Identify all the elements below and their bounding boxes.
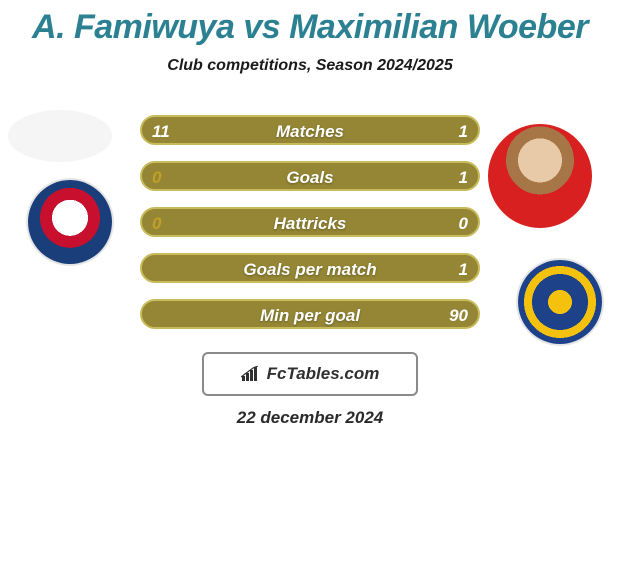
stat-bar: Goals per match1 bbox=[140, 253, 480, 283]
stat-label: Hattricks bbox=[142, 214, 478, 234]
stat-bar: 11Matches1 bbox=[140, 115, 480, 145]
stat-value-right: 0 bbox=[459, 214, 468, 234]
stats-list: 11Matches10Goals10Hattricks0Goals per ma… bbox=[0, 115, 620, 345]
stat-row: Goals per match1 bbox=[0, 253, 620, 299]
player2-name: Maximilian Woeber bbox=[289, 8, 588, 46]
subtitle: Club competitions, Season 2024/2025 bbox=[0, 57, 620, 75]
stat-bar: 0Hattricks0 bbox=[140, 207, 480, 237]
stat-row: 0Hattricks0 bbox=[0, 207, 620, 253]
comparison-infographic: A. Famiwuya vs Maximilian Woeber Club co… bbox=[0, 0, 620, 450]
stat-row: Min per goal90 bbox=[0, 299, 620, 345]
stat-value-right: 1 bbox=[459, 260, 468, 280]
stat-label: Matches bbox=[142, 122, 478, 142]
stat-value-right: 1 bbox=[459, 168, 468, 188]
stat-row: 0Goals1 bbox=[0, 161, 620, 207]
stat-bar: 0Goals1 bbox=[140, 161, 480, 191]
player1-name: A. Famiwuya bbox=[32, 8, 234, 46]
stat-row: 11Matches1 bbox=[0, 115, 620, 161]
brand-text: FcTables.com bbox=[267, 364, 380, 384]
footer-date: 22 december 2024 bbox=[0, 408, 620, 428]
stat-label: Goals bbox=[142, 168, 478, 188]
stat-label: Goals per match bbox=[142, 260, 478, 280]
stat-value-right: 1 bbox=[459, 122, 468, 142]
brand-box: FcTables.com bbox=[202, 352, 418, 396]
vs-text: vs bbox=[243, 8, 280, 46]
chart-icon bbox=[241, 366, 261, 382]
stat-bar: Min per goal90 bbox=[140, 299, 480, 329]
page-title: A. Famiwuya vs Maximilian Woeber bbox=[0, 0, 620, 47]
stat-value-right: 90 bbox=[449, 306, 468, 326]
stat-label: Min per goal bbox=[142, 306, 478, 326]
